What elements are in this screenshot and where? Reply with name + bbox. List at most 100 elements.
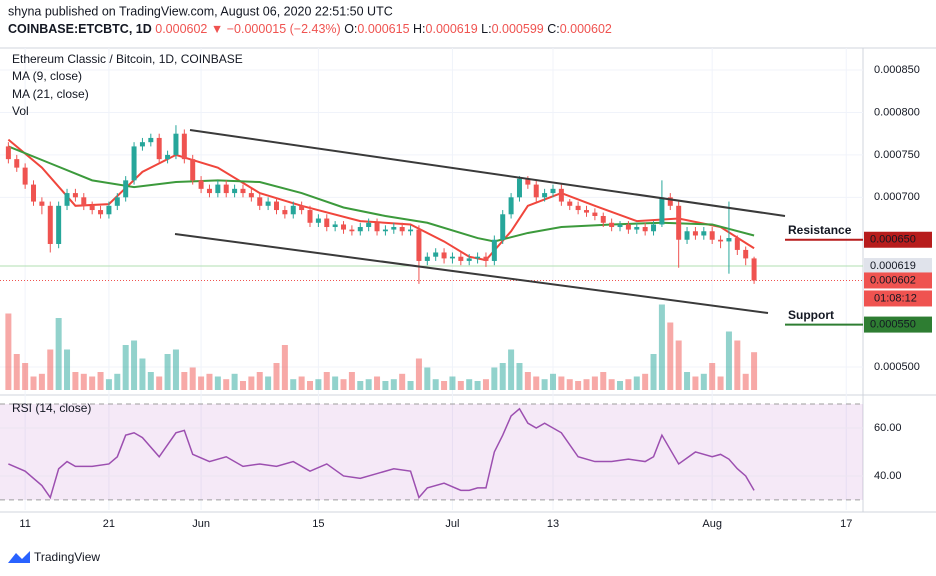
volume-bar <box>751 352 758 390</box>
legend-volume: Vol <box>12 104 29 118</box>
volume-bar <box>734 340 741 390</box>
candle-body <box>525 178 531 185</box>
candle-body <box>692 231 698 236</box>
volume-bar <box>717 376 724 390</box>
volume-bar <box>89 376 96 390</box>
candle-body <box>349 229 355 232</box>
brand-logo <box>8 551 30 563</box>
volume-bar <box>22 363 29 390</box>
candle-body <box>299 205 305 211</box>
candle-body <box>248 193 254 198</box>
close: 0.000602 <box>560 22 612 36</box>
volume-bar <box>298 376 305 390</box>
x-tick-label: Jul <box>445 518 459 530</box>
volume-bar <box>424 367 431 390</box>
volume-bar <box>156 376 163 390</box>
candle-body <box>64 193 70 206</box>
volume-bar <box>273 363 280 390</box>
volume-bar <box>105 379 112 390</box>
volume-bar <box>374 376 381 390</box>
candle-body <box>206 188 212 194</box>
symbol: COINBASE:ETCBTC, 1D <box>8 22 152 36</box>
candle-body <box>106 205 112 215</box>
candle-body <box>743 249 749 259</box>
volume-bar <box>692 376 699 390</box>
volume-bar <box>206 373 213 390</box>
volume-bar <box>558 376 565 390</box>
price-tag <box>864 272 932 289</box>
volume-bar <box>407 381 414 390</box>
legend-ma9: MA (9, close) <box>12 69 82 83</box>
candle-body <box>667 197 673 206</box>
level-label: Resistance <box>788 223 852 237</box>
volume-bar <box>13 354 20 390</box>
candle-body <box>625 224 631 230</box>
candle-body <box>449 256 455 259</box>
candle-body <box>114 197 120 206</box>
volume-bar <box>709 363 716 390</box>
volume-bar <box>482 379 489 390</box>
x-tick-label: 11 <box>19 518 30 530</box>
candle-body <box>181 133 187 160</box>
candle-body <box>533 184 539 198</box>
volume-bar <box>390 379 397 390</box>
volume-bar <box>667 322 674 390</box>
candle-body <box>399 227 405 232</box>
volume-bar <box>122 345 129 390</box>
volume-bar <box>72 372 79 390</box>
volume-bar <box>675 340 682 390</box>
candle-body <box>382 229 388 232</box>
low: 0.000599 <box>492 22 544 36</box>
countdown-tag <box>864 290 932 307</box>
candle-body <box>634 227 640 230</box>
candle-body <box>516 178 522 198</box>
candle-body <box>341 224 347 230</box>
volume-bar <box>38 373 45 390</box>
level-label: Support <box>788 308 834 322</box>
brand: TradingView <box>8 550 100 564</box>
candle-body <box>357 227 363 232</box>
volume-bar <box>172 349 179 390</box>
level-tag-label: 0.000550 <box>870 318 916 330</box>
candle-body <box>131 146 137 181</box>
candle-body <box>148 137 154 143</box>
candle-body <box>651 224 657 232</box>
volume-bar <box>131 340 138 390</box>
volume-bar <box>164 354 171 390</box>
rsi-tick-label: 40.00 <box>874 470 902 482</box>
countdown: 01:08:12 <box>874 292 917 304</box>
low-label: L: <box>481 22 491 36</box>
volume-bar <box>265 376 272 390</box>
volume-bar <box>97 372 104 390</box>
volume-bar <box>348 372 355 390</box>
candle-body <box>290 205 296 215</box>
volume-bar <box>499 363 506 390</box>
candle-body <box>550 188 556 194</box>
rsi-band <box>0 403 863 500</box>
x-tick-label: 21 <box>103 518 115 530</box>
candle-body <box>215 184 221 194</box>
volume-bar <box>415 358 422 390</box>
volume-bar <box>533 376 540 390</box>
candle-body <box>5 146 11 160</box>
volume-bar <box>147 372 154 390</box>
volume-bar <box>323 372 330 390</box>
volume-bar <box>457 381 464 390</box>
volume-bar <box>231 373 238 390</box>
x-tick-label: Jun <box>192 518 210 530</box>
candle-body <box>726 238 732 242</box>
price-tag <box>864 258 932 275</box>
candle-body <box>39 201 45 206</box>
y-tick-label: 0.000500 <box>874 361 920 373</box>
volume-bar <box>524 372 531 390</box>
candle-body <box>491 239 497 261</box>
volume-bar <box>315 379 322 390</box>
rsi-line <box>8 407 755 500</box>
level-tag <box>864 316 932 333</box>
candle-body <box>374 222 380 232</box>
candle-body <box>22 167 28 185</box>
candle-body <box>751 258 757 281</box>
candle-body <box>441 252 447 259</box>
volume-bar <box>64 349 71 390</box>
candle-body <box>190 159 196 181</box>
